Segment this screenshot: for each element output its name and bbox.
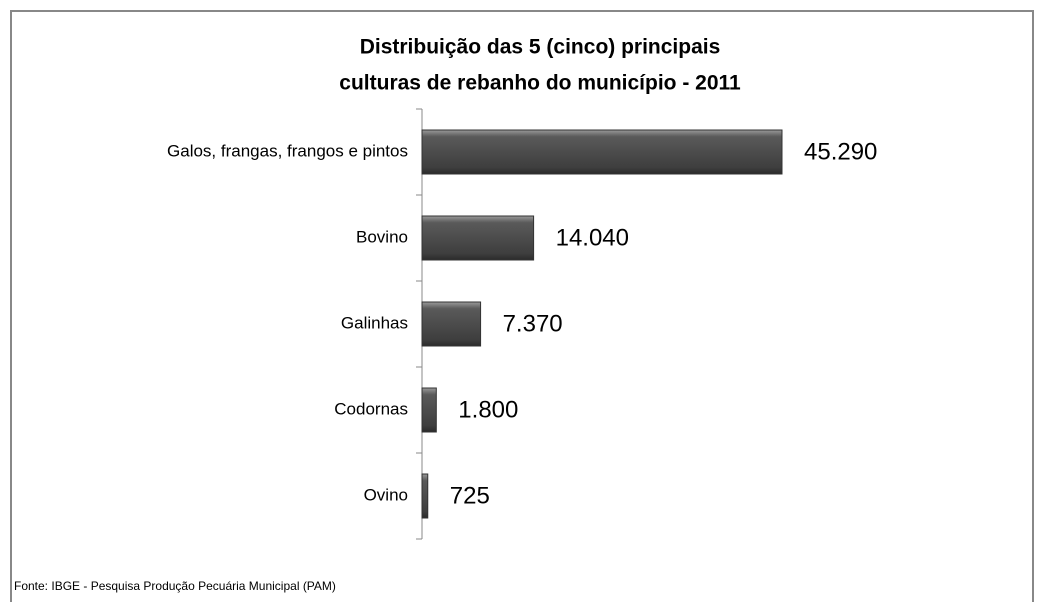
value-label: 725	[450, 482, 490, 509]
value-label: 7.370	[503, 310, 563, 337]
bar	[421, 129, 783, 175]
y-tick-label: Ovino	[364, 485, 408, 504]
frame	[10, 10, 1034, 602]
bar	[421, 215, 535, 261]
chart-title: culturas de rebanho do município - 2011	[339, 72, 741, 95]
y-tick-label: Bovino	[356, 227, 408, 246]
value-label: 45.290	[804, 138, 877, 165]
bar	[421, 301, 482, 347]
y-tick-label: Galinhas	[341, 313, 408, 332]
y-tick-label: Galos, frangas, frangos e pintos	[167, 141, 408, 160]
value-label: 14.040	[556, 224, 629, 251]
source-note: Fonte: IBGE - Pesquisa Produção Pecuária…	[14, 579, 336, 593]
chart-title: Distribuição das 5 (cinco) principais	[360, 36, 721, 59]
y-tick-label: Codornas	[334, 399, 408, 418]
bar	[421, 387, 437, 433]
value-label: 1.800	[458, 396, 518, 423]
bar	[421, 473, 429, 519]
